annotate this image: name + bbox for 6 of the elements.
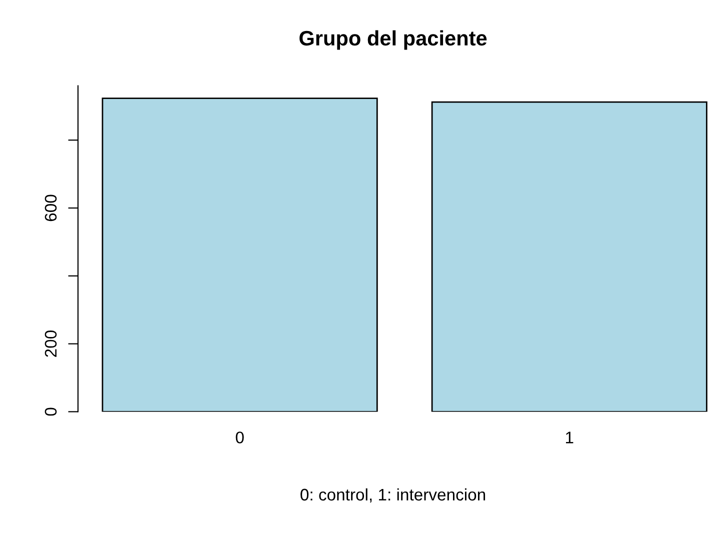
y-tick-label: 200 xyxy=(44,330,57,357)
y-tick-label: 0 xyxy=(44,408,57,416)
x-axis-title: 0: control, 1: intervencion xyxy=(300,488,486,503)
x-tick-label: 1 xyxy=(566,432,574,444)
chart-title: Grupo del paciente xyxy=(300,30,487,50)
y-tick-label: 600 xyxy=(44,194,57,222)
